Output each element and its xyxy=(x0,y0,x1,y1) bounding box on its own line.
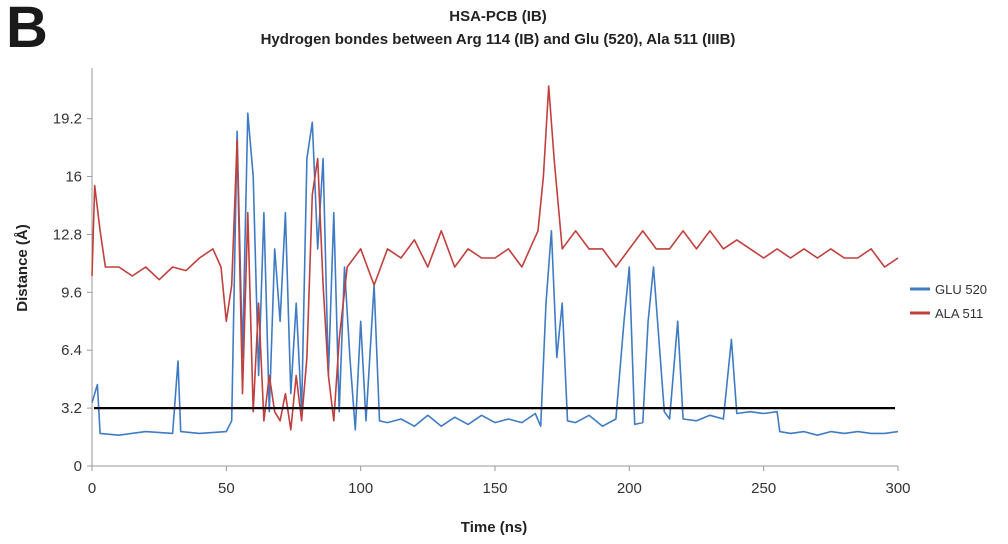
y-tick-label: 12.8 xyxy=(53,226,82,243)
y-tick-label: 16 xyxy=(65,169,82,186)
legend-label-ala511: ALA 511 xyxy=(935,306,983,321)
panel-label: B xyxy=(6,0,48,60)
y-tick-label: 19.2 xyxy=(53,111,82,128)
x-tick-label: 300 xyxy=(885,480,910,497)
x-tick-label: 150 xyxy=(482,480,507,497)
x-tick-label: 50 xyxy=(218,480,235,497)
y-tick-label: 3.2 xyxy=(61,400,82,417)
x-tick-label: 200 xyxy=(617,480,642,497)
y-tick-label: 9.6 xyxy=(61,284,82,301)
y-tick-label: 6.4 xyxy=(61,342,82,359)
y-tick-label: 0 xyxy=(74,458,82,475)
plot-area: 0 3.2 6.4 9.6 12.8 16 19.2 0 50 100 150 200 250 300 xyxy=(53,68,911,497)
y-axis-label: Distance (Å) xyxy=(14,224,31,312)
chart-title: HSA-PCB (IB) xyxy=(449,8,547,25)
chart-subtitle: Hydrogen bondes between Arg 114 (IB) and… xyxy=(261,31,736,48)
legend: GLU 520 ALA 511 xyxy=(910,282,987,321)
x-tick-label: 100 xyxy=(348,480,373,497)
series-line-ala-511 xyxy=(91,85,899,431)
x-tick-label: 0 xyxy=(88,480,96,497)
x-axis-label: Time (ns) xyxy=(461,519,527,536)
x-tick-label: 250 xyxy=(751,480,776,497)
series-line-glu-520 xyxy=(91,112,899,436)
legend-label-glu520: GLU 520 xyxy=(935,282,987,297)
